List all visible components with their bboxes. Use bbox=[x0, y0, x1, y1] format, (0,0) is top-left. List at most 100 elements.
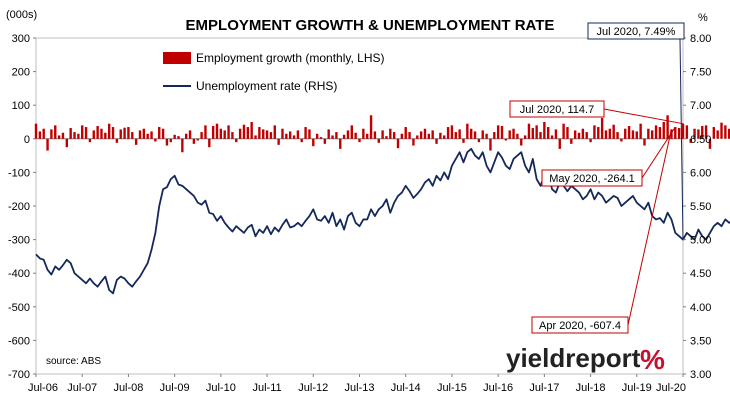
annotation-box bbox=[541, 169, 643, 187]
employment-bar bbox=[647, 128, 650, 139]
x-tick-label: Jul-15 bbox=[437, 382, 467, 394]
employment-bar bbox=[219, 128, 223, 139]
employment-bar bbox=[473, 131, 477, 139]
employment-bar bbox=[339, 138, 342, 149]
x-tick-label: Jul-06 bbox=[28, 382, 58, 394]
annotation-label: May 2020, -264.1 bbox=[549, 173, 635, 185]
employment-bar bbox=[724, 125, 727, 139]
right-axis: 8.00 7.50 7.00 6.50 6.00 5.50 5.00 4.50 4.00 3.50… bbox=[683, 33, 711, 381]
employment-bar bbox=[400, 133, 404, 139]
left-axis: 300 200 100 0 -100 -200 -300 -400 -500 -600 -700 bbox=[8, 33, 36, 381]
employment-bar bbox=[61, 132, 65, 139]
employment-bar bbox=[50, 129, 53, 139]
legend-bar-swatch bbox=[163, 52, 191, 64]
employment-bar bbox=[627, 126, 631, 139]
employment-bar bbox=[269, 132, 273, 139]
employment-bar bbox=[720, 122, 723, 139]
left-tick-label: 0 bbox=[24, 134, 30, 146]
unemployment-line bbox=[35, 147, 730, 295]
employment-bar bbox=[346, 130, 350, 139]
employment-bar bbox=[69, 128, 72, 139]
left-tick-label: -200 bbox=[8, 201, 30, 213]
employment-bar bbox=[185, 133, 188, 139]
employment-bar bbox=[254, 135, 257, 139]
right-tick-label: 3.50 bbox=[690, 335, 711, 347]
employment-bar bbox=[304, 127, 307, 139]
employment-bar bbox=[612, 124, 615, 139]
employment-bar bbox=[708, 138, 712, 149]
employment-bar bbox=[651, 130, 654, 139]
employment-bar bbox=[215, 123, 219, 139]
employment-bar bbox=[635, 131, 638, 139]
x-tick-label: Jul-19 bbox=[622, 382, 652, 394]
annotation-leader bbox=[679, 38, 684, 240]
employment-bar bbox=[285, 133, 288, 139]
employment-bar bbox=[389, 128, 392, 139]
employment-bar bbox=[315, 133, 319, 139]
x-tick-label: Jul-13 bbox=[345, 382, 375, 394]
employment-bar bbox=[335, 132, 338, 139]
employment-bar bbox=[489, 138, 492, 151]
employment-bar bbox=[481, 130, 484, 139]
employment-bar bbox=[362, 128, 365, 139]
x-tick-label: Jul-11 bbox=[252, 382, 281, 394]
employment-bar bbox=[423, 128, 427, 139]
employment-bar bbox=[554, 129, 558, 139]
right-tick-label: 8.00 bbox=[690, 33, 711, 45]
employment-bar bbox=[516, 133, 519, 139]
employment-bar bbox=[150, 131, 153, 139]
employment-bar bbox=[466, 123, 469, 139]
employment-bar bbox=[34, 123, 38, 139]
employment-bar bbox=[111, 127, 115, 139]
x-tick-label: Jul-20 bbox=[656, 382, 686, 394]
right-tick-label: 4.00 bbox=[690, 302, 711, 314]
right-tick-label: 6.50 bbox=[690, 134, 711, 146]
employment-bar bbox=[416, 135, 419, 139]
x-tick-label: Jul-16 bbox=[483, 382, 513, 394]
employment-bar bbox=[454, 132, 457, 139]
employment-bar bbox=[643, 138, 646, 146]
employment-bar bbox=[404, 127, 407, 139]
employment-bar bbox=[208, 138, 211, 148]
source-note: source: ABS bbox=[46, 356, 101, 367]
employment-bar bbox=[616, 132, 619, 139]
employment-bar bbox=[500, 126, 504, 139]
annotation-label: Apr 2020, -607.4 bbox=[539, 320, 621, 332]
annotation-leader bbox=[627, 129, 672, 326]
employment-bar bbox=[392, 132, 396, 139]
annotation-leader bbox=[603, 108, 684, 125]
employment-bar bbox=[681, 123, 685, 139]
right-axis-unit: % bbox=[698, 12, 708, 24]
annotation-box bbox=[509, 100, 605, 118]
employment-bar bbox=[550, 135, 554, 139]
left-tick-label: -700 bbox=[8, 369, 30, 381]
employment-bar bbox=[697, 129, 700, 139]
left-tick-label: -400 bbox=[8, 268, 30, 280]
employment-bar bbox=[319, 137, 323, 139]
employment-bar bbox=[512, 128, 515, 139]
right-tick-label: 7.50 bbox=[690, 67, 711, 79]
employment-bar bbox=[146, 133, 149, 139]
employment-bar bbox=[227, 125, 230, 139]
employment-bar bbox=[446, 127, 450, 139]
employment-bar bbox=[104, 132, 107, 139]
employment-bar bbox=[547, 127, 550, 139]
employment-bar bbox=[323, 138, 327, 144]
employment-bar bbox=[57, 135, 61, 139]
employment-bar bbox=[366, 133, 369, 139]
employment-bar bbox=[131, 132, 134, 139]
employment-bar bbox=[308, 129, 311, 139]
employment-bar bbox=[327, 129, 330, 139]
employment-bar bbox=[462, 138, 465, 143]
employment-bar bbox=[342, 134, 346, 139]
employment-bar bbox=[585, 132, 588, 139]
employment-bar bbox=[242, 124, 246, 139]
annotation-label: Jul 2020, 7.49% bbox=[597, 26, 676, 38]
employment-bar bbox=[100, 128, 103, 139]
employment-bar bbox=[223, 130, 226, 139]
employment-bar bbox=[138, 130, 142, 139]
x-tick-label: Jul-18 bbox=[576, 382, 606, 394]
employment-bar bbox=[119, 129, 122, 139]
x-tick-label: Jul-08 bbox=[113, 382, 143, 394]
